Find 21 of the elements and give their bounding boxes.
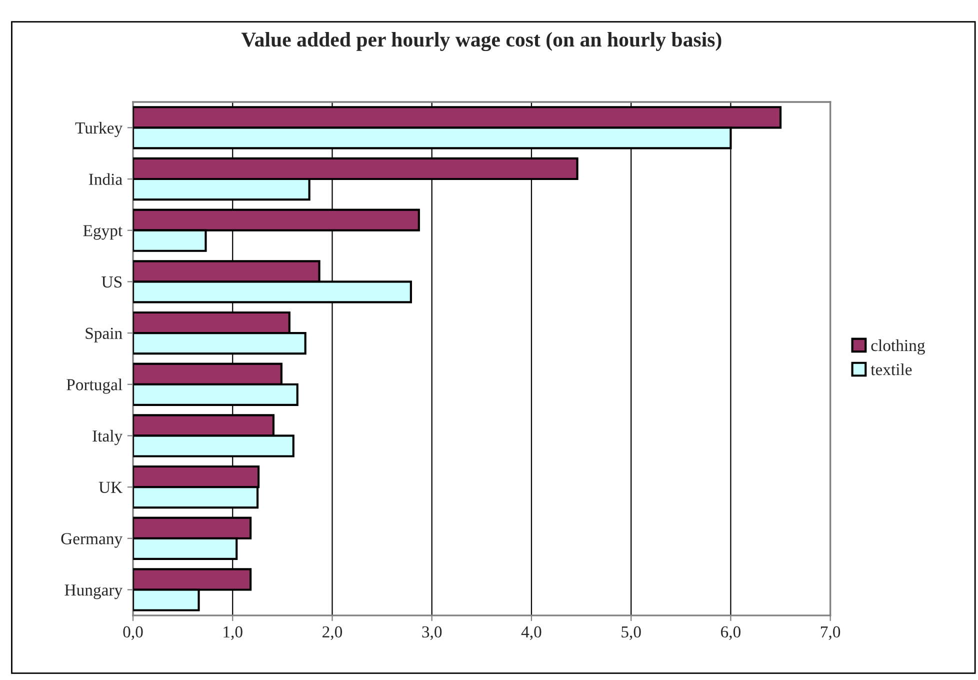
x-tick-label: 3,0 [422,626,442,640]
y-tick-label: Italy [92,430,123,446]
y-tick-label: Spain [86,328,122,342]
y-tick-label: UK [98,482,122,493]
x-tick-label: 6,0 [721,626,740,640]
x-tick-label: 4,0 [521,626,542,640]
y-tick-label: Hungary [64,584,123,600]
y-tick-label: Egypt [83,225,122,240]
y-tick-label: Germany [61,533,123,548]
x-tick-label: 7,0 [821,626,840,640]
x-tick-label: 0,0 [123,626,143,640]
chart-title: Value added per hourly wage cost (on an hourly basis) [241,32,722,52]
y-tick-label: Turkey [75,122,123,138]
x-tick-label: 2,0 [322,626,342,640]
legend-label: clothing [871,339,925,355]
x-tick-label: 5,0 [622,626,641,640]
y-tick-label: US [102,276,122,288]
y-tick-label: Portugal [66,378,122,394]
legend-label: textile [870,363,912,376]
x-tick-label: 1,0 [224,626,242,640]
y-tick-label: India [88,173,122,185]
